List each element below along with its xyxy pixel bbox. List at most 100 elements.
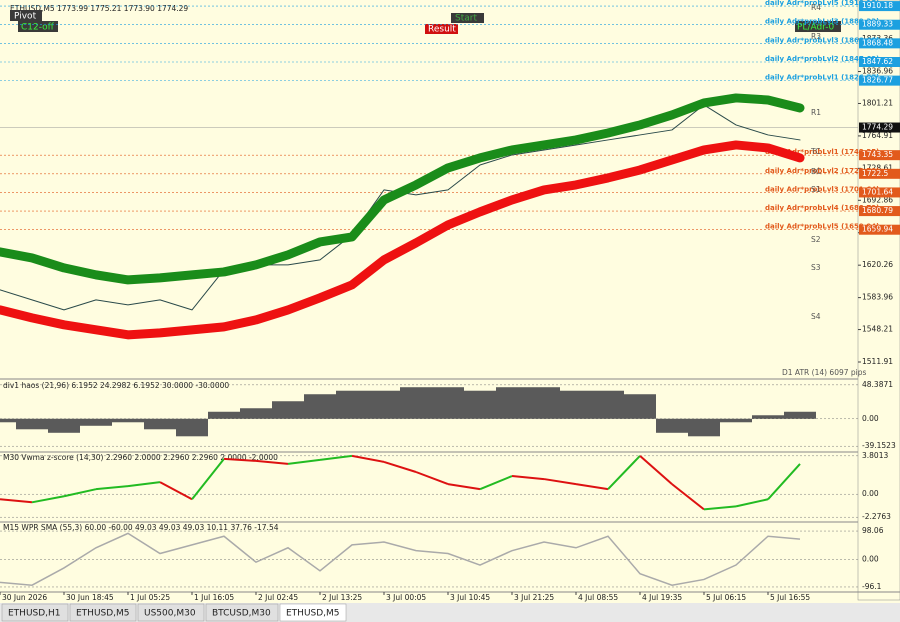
histogram-bar	[48, 418, 80, 433]
band	[0, 140, 805, 340]
zscore-segment	[63, 488, 97, 498]
level-label: daily Adr*probLvl5 (1659.94)	[765, 223, 879, 231]
tab[interactable]	[279, 603, 347, 622]
price-box	[859, 168, 900, 179]
zscore-segment	[191, 458, 225, 500]
zscore-segment	[415, 471, 449, 486]
zscore-segment	[671, 483, 705, 511]
histogram-bar	[144, 418, 176, 430]
y-tick-label: 1583.96	[862, 293, 893, 302]
pivot-button-label[interactable]: Pivot	[14, 12, 37, 22]
x-tick-label: 5 Jul 06:15	[706, 593, 746, 602]
pivot-button[interactable]	[10, 10, 42, 21]
zscore-segment	[607, 455, 641, 490]
pivot-label: R4	[811, 3, 821, 12]
price-axis	[857, 0, 900, 601]
level-label: daily Adr*probLvl2 (1722.50)	[765, 167, 879, 175]
pl-button-label[interactable]: PL/Adr-0	[797, 23, 835, 33]
pivot-label: S2	[811, 235, 821, 244]
price-box-label: 1889.33	[862, 20, 893, 29]
level-label: daily Adr*probLvl3 (1889.33)	[765, 18, 879, 26]
price-box	[859, 150, 900, 161]
y-tick-label: -39.1523	[862, 441, 896, 450]
current-price-label: 1774.29	[862, 123, 893, 132]
zscore-segment	[479, 475, 513, 491]
result-button[interactable]	[425, 24, 458, 34]
level-label: daily Adr*probLvl5 (1910.18)	[765, 0, 879, 7]
price-box	[859, 38, 900, 49]
panel-title: M15 WPR SMA (55,3) 60.00 -60.00 49.03 49…	[3, 523, 279, 532]
panel-title: M30 Vwma z-score (14,30) 2.2960 2.0000 2…	[3, 453, 278, 462]
histogram-bar	[240, 408, 272, 419]
pivot-label: R1	[811, 108, 821, 117]
level-label: daily Adr*probLvl2 (1847.62)	[765, 55, 879, 63]
x-tick-label: 3 Jul 00:05	[386, 593, 426, 602]
histogram-bar	[16, 418, 48, 430]
histogram-bar	[656, 418, 688, 433]
histogram-bar	[0, 418, 16, 423]
x-tick-label: 2 Jul 02:45	[258, 593, 298, 602]
histogram-bar	[592, 390, 624, 419]
price-box-label: 1659.94	[862, 225, 893, 234]
y-tick-label: 1836.96	[862, 67, 893, 76]
result-button-label[interactable]: Result	[428, 25, 456, 35]
level-label: daily Adr*probLvl1 (1826.77)	[765, 74, 879, 82]
tab-label[interactable]: ETHUSD,H1	[8, 609, 61, 619]
tab[interactable]	[205, 603, 279, 622]
price-box	[859, 187, 900, 198]
y-tick-label: 1728.61	[862, 163, 893, 172]
y-tick-label: 0.00	[862, 554, 879, 563]
tab-label[interactable]: ETHUSD,M5	[286, 609, 340, 619]
start-button-label[interactable]: Start	[455, 14, 477, 24]
zscore-segment	[767, 463, 801, 500]
current-price-box	[859, 122, 900, 133]
zscore-segment	[703, 505, 737, 511]
y-tick-label: 98.06	[862, 526, 884, 535]
zscore-segment	[575, 483, 609, 491]
y-tick-label: 3.8013	[862, 451, 888, 460]
x-tick-label: 5 Jul 16:55	[770, 593, 810, 602]
price-box-label: 1722.5	[862, 169, 888, 178]
pivot-label: BC	[811, 167, 821, 176]
zscore-segment	[95, 485, 129, 491]
zscore-segment	[639, 455, 673, 485]
histogram-bar	[80, 418, 112, 426]
pivot-label: S1	[811, 185, 821, 194]
x-tick-label: 30 Jun 2026	[2, 593, 47, 602]
c12-button-label[interactable]: C12-off	[21, 23, 55, 33]
tab[interactable]	[1, 603, 69, 622]
y-tick-label: 1801.21	[862, 98, 893, 107]
pl-button[interactable]	[795, 21, 841, 32]
histogram-bar	[272, 401, 304, 419]
histogram-bar	[752, 415, 784, 419]
tab[interactable]	[137, 603, 205, 622]
band	[0, 93, 805, 285]
level-label: daily Adr*probLvl3 (1701.64)	[765, 185, 879, 193]
zscore-segment	[543, 478, 577, 486]
x-tick-label: 1 Jul 16:05	[194, 593, 234, 602]
atr-label: D1 ATR (14) 6097 pips	[782, 368, 867, 377]
zscore-segment	[0, 498, 33, 504]
level-label: daily Adr*probLvl4 (1680.79)	[765, 204, 879, 212]
y-tick-label: 48.3871	[862, 380, 893, 389]
y-tick-label: -96.1	[862, 582, 882, 591]
zscore-segment	[127, 481, 161, 488]
c12-button[interactable]	[18, 21, 58, 32]
tab-label[interactable]: US500,M30	[144, 609, 196, 619]
start-button[interactable]	[451, 13, 484, 23]
histogram-bar	[496, 387, 528, 419]
price-box-label: 1701.64	[862, 187, 893, 196]
panel-title: div1 haos (21,96) 6.1952 24.2982 6.1952 …	[3, 381, 229, 390]
histogram-bar	[720, 418, 752, 423]
zscore-segment	[351, 454, 385, 463]
histogram-bar	[784, 411, 816, 419]
zscore-segment	[319, 454, 353, 461]
zscore-segment	[255, 459, 289, 465]
tab[interactable]	[69, 603, 137, 622]
tab-label[interactable]: ETHUSD,M5	[76, 609, 130, 619]
histogram-bar	[176, 418, 208, 437]
zscore-segment	[31, 495, 65, 504]
histogram-bar	[304, 394, 336, 419]
tab-label[interactable]: BTCUSD,M30	[212, 609, 271, 619]
